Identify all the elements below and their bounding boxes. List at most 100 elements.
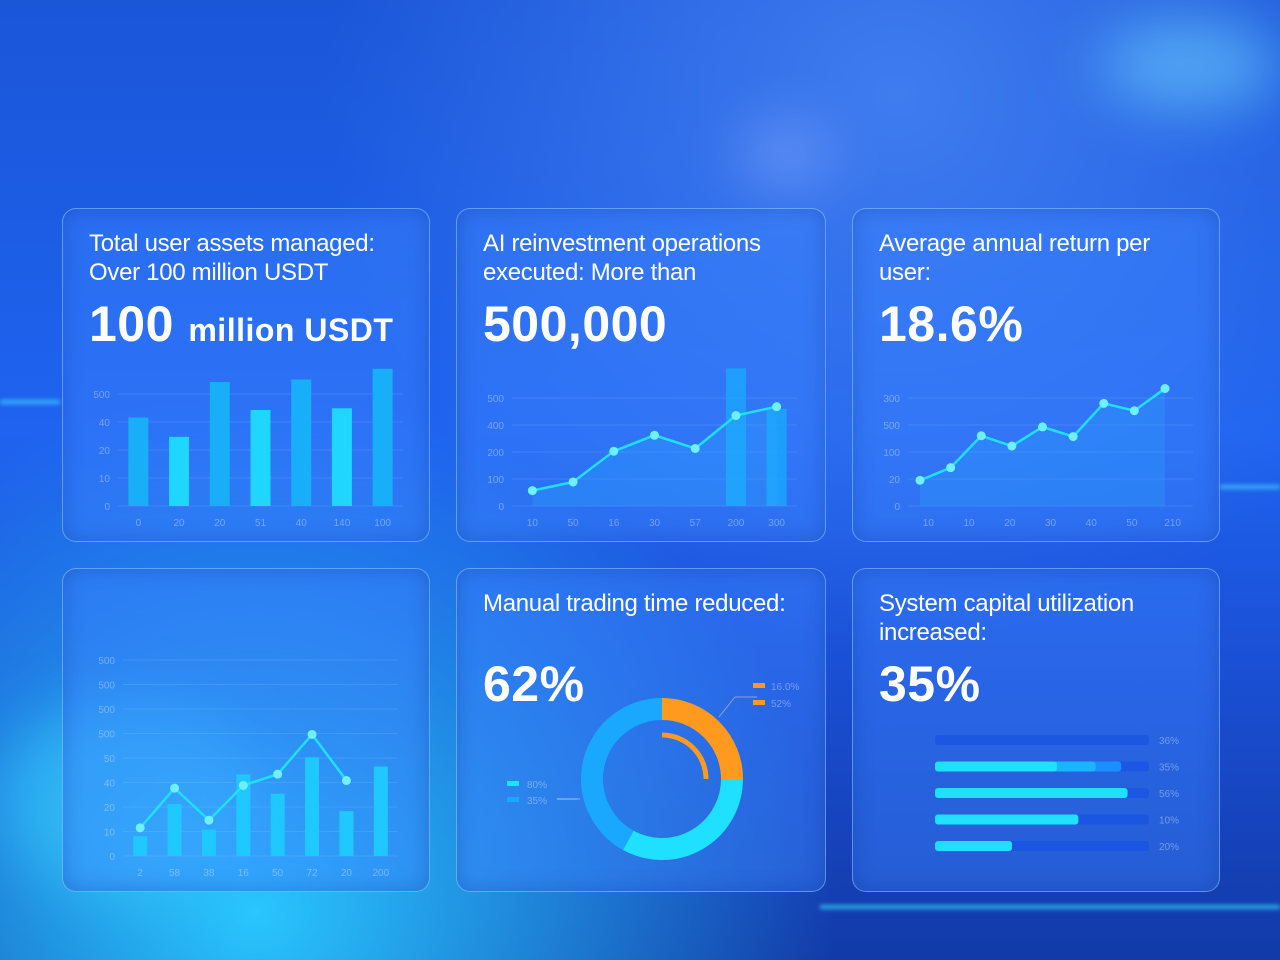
- y-tick-label: 500: [98, 705, 115, 716]
- x-tick-label: 16: [238, 868, 250, 879]
- bar-fill: [935, 814, 1079, 825]
- bar: [167, 804, 182, 856]
- bar-fill: [935, 788, 1128, 798]
- y-tick-label: 0: [104, 502, 110, 513]
- data-point: [1129, 406, 1139, 416]
- data-point: [976, 431, 986, 441]
- y-tick-label: 500: [98, 656, 115, 667]
- card-value: 18.6%: [879, 296, 1024, 352]
- y-tick-label: 500: [98, 730, 115, 741]
- bar-value-label: 56%: [1159, 789, 1179, 800]
- bar: [128, 417, 149, 506]
- leader-line: [718, 696, 757, 718]
- line-chart: 0 20 100 500 300 10 10 20 30 40 50 210: [883, 384, 1193, 529]
- value-unit: million USDT: [188, 312, 394, 348]
- bar-value-label: 36%: [1159, 736, 1179, 747]
- y-tick-label: 0: [894, 502, 900, 513]
- legend-label: 52%: [771, 699, 791, 710]
- bg-light-line: [0, 400, 60, 404]
- x-tick-label: 20: [174, 518, 186, 529]
- data-point: [1007, 441, 1017, 451]
- y-tick-label: 50: [104, 754, 116, 765]
- bar: [209, 381, 230, 506]
- data-point: [568, 477, 578, 487]
- x-tick-label: 10: [923, 518, 935, 529]
- bar-track: [935, 735, 1149, 745]
- y-tick-label: 200: [487, 448, 504, 459]
- y-tick-label: 500: [93, 390, 110, 401]
- bar-line-chart: 0 10 20 40 50 500 500 500 500 2 58 38 16 50 72 20 200: [98, 656, 398, 879]
- x-tick-label: 200: [372, 868, 389, 879]
- bar-fill: [935, 841, 1013, 851]
- legend-label: 35%: [527, 796, 547, 807]
- y-tick-label: 20: [104, 803, 116, 814]
- x-tick-label: 210: [1164, 518, 1181, 529]
- area-fill: [920, 388, 1165, 506]
- x-tick-label: 51: [255, 518, 267, 529]
- bar: [725, 368, 746, 506]
- horizontal-bar-chart: 36% 35% 56% 10% 20%: [935, 735, 1179, 853]
- data-point: [1068, 432, 1078, 442]
- legend-label: 16.0%: [771, 682, 799, 693]
- data-point: [273, 769, 283, 779]
- card-title: Manual trading time reduced:: [483, 590, 786, 617]
- card-total-assets: Total user assets managed: Over 100 mill…: [62, 208, 430, 542]
- y-tick-label: 400: [487, 421, 504, 432]
- data-point: [170, 783, 180, 793]
- x-tick-label: 100: [374, 518, 391, 529]
- bar: [331, 408, 352, 506]
- x-tick-label: 200: [728, 518, 745, 529]
- card-title: Total user assets managed: Over 100 mill…: [89, 230, 375, 286]
- bar-fill: [935, 761, 1057, 772]
- bar: [201, 829, 216, 856]
- bg-glow: [1100, 20, 1280, 110]
- bar: [305, 757, 320, 856]
- bar: [291, 379, 312, 506]
- bar-value-label: 10%: [1159, 816, 1179, 827]
- bar-value-label: 20%: [1159, 842, 1179, 853]
- bar: [270, 793, 285, 856]
- data-point: [1038, 422, 1047, 432]
- x-tick-label: 300: [768, 518, 785, 529]
- x-tick-label: 40: [296, 518, 308, 529]
- inner-arc: [661, 732, 709, 780]
- data-point: [1160, 384, 1170, 394]
- data-point: [204, 815, 214, 825]
- y-tick-label: 300: [883, 394, 900, 405]
- data-point: [650, 430, 659, 440]
- value-number: 100: [89, 296, 174, 352]
- x-tick-label: 140: [334, 518, 351, 529]
- area-fill: [532, 406, 777, 506]
- data-point: [772, 402, 782, 412]
- bg-glow: [740, 130, 830, 180]
- data-point: [238, 780, 248, 790]
- data-point: [527, 486, 537, 496]
- bar: [339, 811, 354, 856]
- y-tick-label: 0: [109, 852, 115, 863]
- data-point: [307, 729, 317, 739]
- donut-slice: [661, 698, 743, 780]
- card-value: 100 million USDT: [89, 295, 393, 353]
- card-annual-return: Average annual return per user: 18.6% 0 2…: [852, 208, 1220, 542]
- donut-chart: 16.0% 52% 80% 35%: [507, 682, 799, 860]
- card-manual-trading: Manual trading time reduced: 62% 16.0% 52…: [456, 568, 826, 892]
- bar: [169, 436, 190, 506]
- bg-light-line: [820, 905, 1280, 909]
- card-title: AI reinvestment operations executed: Mor…: [483, 230, 761, 286]
- x-tick-label: 58: [169, 868, 181, 879]
- card-value: 62%: [483, 656, 585, 712]
- y-tick-label: 0: [498, 502, 504, 513]
- bar: [766, 408, 787, 506]
- data-point: [731, 411, 741, 421]
- bg-light-line: [1220, 485, 1280, 489]
- card-ai-operations: AI reinvestment operations executed: Mor…: [456, 208, 826, 542]
- bar: [373, 766, 388, 856]
- legend-swatch: [507, 781, 519, 786]
- x-tick-label: 16: [608, 518, 620, 529]
- x-tick-label: 38: [203, 868, 215, 879]
- x-tick-label: 0: [136, 518, 142, 529]
- data-point: [135, 823, 145, 833]
- bar: [133, 836, 148, 856]
- legend-label: 80%: [527, 780, 547, 791]
- x-tick-label: 30: [649, 518, 661, 529]
